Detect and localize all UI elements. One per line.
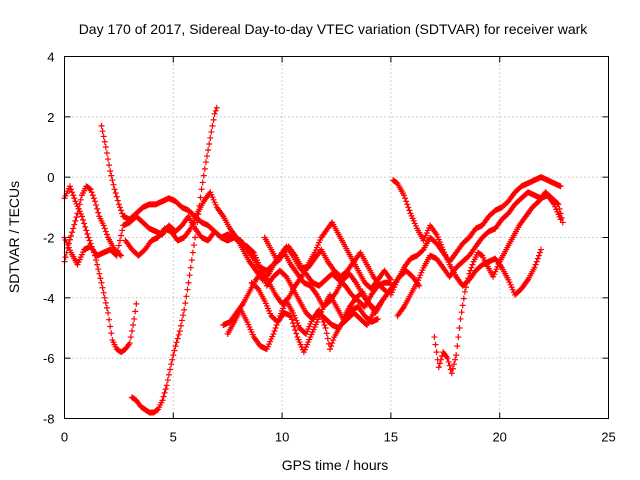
series-track-4 bbox=[98, 122, 381, 331]
y-tick-label: 4 bbox=[47, 50, 54, 65]
x-axis-title: GPS time / hours bbox=[282, 457, 389, 473]
x-tick-label: 5 bbox=[170, 430, 177, 445]
y-axis-title: SDTVAR / TECUs bbox=[6, 181, 22, 293]
x-tick-label: 0 bbox=[61, 430, 68, 445]
data-marks-track-10 bbox=[261, 234, 379, 313]
data-series bbox=[61, 104, 566, 416]
x-tick-label: 25 bbox=[601, 430, 615, 445]
series-track-11 bbox=[390, 177, 545, 298]
y-tick-label: -8 bbox=[43, 412, 55, 427]
x-tick-label: 10 bbox=[275, 430, 289, 445]
series-track-2 bbox=[61, 183, 140, 356]
data-marks-track-4 bbox=[98, 122, 381, 331]
data-marks-track-7 bbox=[220, 219, 394, 328]
data-marks-track-2 bbox=[61, 183, 140, 356]
y-tick-label: -2 bbox=[43, 231, 55, 246]
series-track-6 bbox=[122, 189, 390, 295]
data-marks-track-12 bbox=[387, 174, 564, 298]
series-track-12 bbox=[387, 174, 564, 298]
data-marks-track-5 bbox=[128, 104, 220, 416]
y-tick-label: 0 bbox=[47, 170, 54, 185]
plot-frame bbox=[64, 56, 609, 419]
data-marks-track-11 bbox=[390, 177, 545, 298]
data-marks-track-6 bbox=[122, 189, 390, 295]
series-track-10 bbox=[261, 234, 379, 313]
y-tick-labels: -8 -6 -4 -2 0 2 4 bbox=[43, 50, 55, 427]
grid-lines bbox=[64, 56, 609, 419]
series-track-14 bbox=[431, 189, 566, 377]
series-track-7 bbox=[220, 219, 394, 328]
data-marks-track-14 bbox=[431, 189, 566, 377]
chart-title: Day 170 of 2017, Sidereal Day-to-day VTE… bbox=[79, 21, 589, 37]
x-tick-labels: 0 5 10 15 20 25 bbox=[61, 430, 616, 445]
y-tick-label: -6 bbox=[43, 351, 55, 366]
series-track-5 bbox=[128, 104, 220, 416]
x-tick-label: 20 bbox=[492, 430, 506, 445]
y-tick-label: -4 bbox=[43, 291, 55, 306]
x-tick-label: 15 bbox=[384, 430, 398, 445]
y-tick-label: 2 bbox=[47, 110, 54, 125]
